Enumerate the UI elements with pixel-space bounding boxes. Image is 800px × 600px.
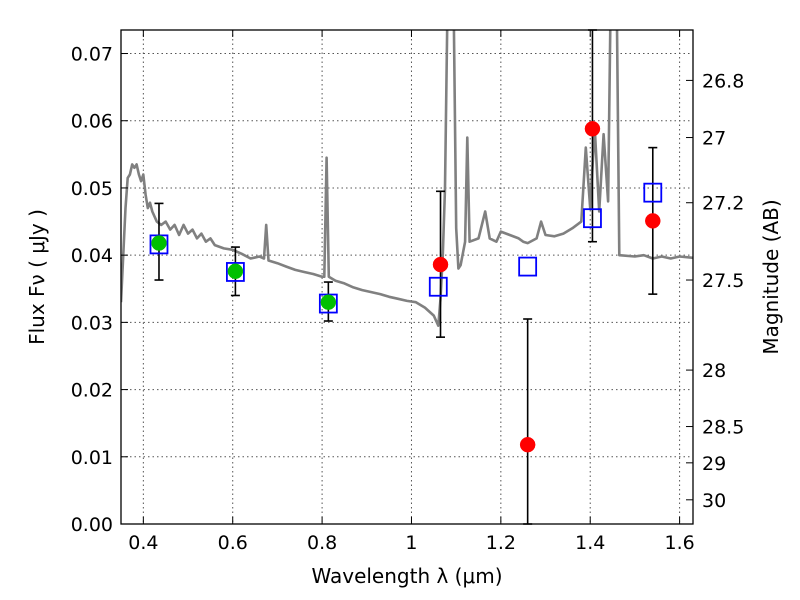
- low-significance-point: [432, 256, 449, 273]
- y-axis-title: Flux Fν ( μJy ): [25, 209, 49, 345]
- x-axis-title: Wavelength λ (μm): [311, 564, 502, 588]
- low-significance-point: [519, 436, 536, 453]
- low-significance-point: [584, 121, 601, 137]
- model-band-square: [225, 262, 245, 282]
- x-tick-label: 0.6: [218, 532, 248, 554]
- detections-point: [151, 235, 167, 251]
- y-tick-label: 0.00: [71, 514, 113, 536]
- x-tick-label: 0.8: [307, 532, 337, 554]
- marker-layer: [149, 121, 663, 453]
- y2-tick-label: 28: [702, 360, 726, 382]
- y-tick-label: 0.06: [71, 111, 113, 133]
- y-tick-label: 0.04: [71, 245, 113, 267]
- x-tick-label: 1.6: [664, 532, 694, 554]
- sed-model-line: [121, 30, 693, 327]
- model-band-square: [518, 256, 538, 277]
- y-tick-label: 0.02: [71, 380, 113, 402]
- y2-tick-label: 27.2: [702, 193, 744, 215]
- y-tick-label: 0.01: [71, 447, 113, 469]
- grid-layer: [121, 30, 693, 525]
- y2-tick-label: 27: [702, 128, 726, 150]
- axis-ticks: [121, 30, 693, 525]
- x-tick-label: 0.4: [128, 532, 158, 554]
- y-tick-label: 0.03: [71, 312, 113, 334]
- x-tick-label: 1.4: [575, 532, 605, 554]
- y2-tick-labels: 26.8 27 27.2 27.5 28 28.5 29 30: [702, 70, 744, 511]
- x-tick-label: 1.2: [486, 532, 516, 554]
- y2-tick-label: 29: [702, 453, 726, 475]
- detections-point: [227, 263, 244, 280]
- y2-tick-label: 26.8: [702, 70, 744, 92]
- y-tick-labels: 0.00 0.01 0.02 0.03 0.04 0.05 0.06 0.07: [71, 44, 113, 536]
- plot-frame: [120, 29, 694, 525]
- model-band-square: [643, 182, 663, 203]
- y2-tick-label: 30: [702, 490, 726, 512]
- x-tick-label: 1: [405, 532, 417, 554]
- detections-point: [320, 294, 337, 310]
- y2-tick-label: 27.5: [702, 270, 744, 292]
- model-band-square: [428, 276, 448, 297]
- y2-axis-title: Magnitude (AB): [759, 199, 783, 354]
- y-tick-label: 0.05: [71, 178, 113, 200]
- y-tick-label: 0.07: [71, 44, 113, 66]
- errorbar-layer: [154, 29, 658, 525]
- plot-area: [121, 30, 693, 327]
- model-band-square: [583, 208, 602, 229]
- y2-tick-label: 28.5: [702, 417, 744, 439]
- x-tick-labels: 0.4 0.6 0.8 1 1.2 1.4 1.6: [128, 532, 694, 554]
- low-significance-point: [645, 213, 661, 229]
